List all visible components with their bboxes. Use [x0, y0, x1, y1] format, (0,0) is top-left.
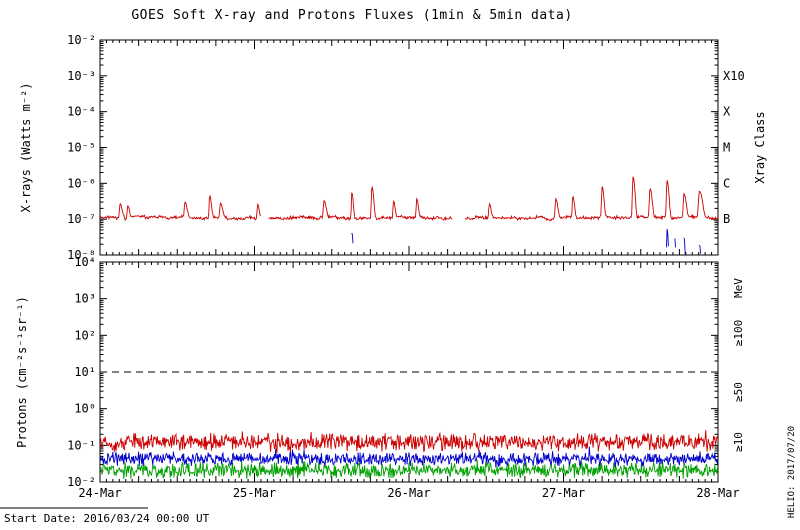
proton-y-axis-label: Protons (cm⁻²s⁻¹sr⁻¹): [15, 296, 29, 448]
y-tick-label: 10⁻⁷: [67, 212, 96, 226]
x-tick-label: 24-Mar: [78, 486, 121, 500]
panel-frame: [99, 39, 719, 256]
x-tick-label: 27-Mar: [542, 486, 585, 500]
proton-threshold-label: ≥50: [732, 382, 745, 402]
xray-class-axis-label: Xray Class: [753, 111, 767, 183]
xray-y-axis-label: X-rays (Watts m⁻²): [19, 82, 33, 212]
y-tick-label: 10⁻¹: [67, 438, 96, 452]
y-tick-label: 10⁴: [74, 255, 96, 269]
x-tick-label: 26-Mar: [387, 486, 430, 500]
x-tick-label: 28-Mar: [696, 486, 739, 500]
xray-panel: 10⁻² 10⁻³ 10⁻⁴ 10⁻⁵ 10⁻⁶ 10⁻⁷ 10⁻⁸ X-rays (Watt…: [19, 33, 767, 262]
proton-threshold-label: ≥100: [732, 320, 745, 347]
xray-short-series: [351, 228, 702, 255]
y-tick-label: 10⁻⁴: [67, 105, 96, 119]
y-tick-label: 10⁻⁸: [67, 248, 96, 262]
x-tick-label: 25-Mar: [233, 486, 276, 500]
proton-threshold-label: MeV: [732, 278, 745, 298]
chart-title: GOES Soft X-ray and Protons Fluxes (1min…: [131, 8, 573, 23]
xray-class-label: B: [723, 212, 730, 226]
start-date-label: Start Date: 2016/03/24 00:00 UT: [4, 512, 210, 525]
y-tick-label: 10⁻³: [67, 69, 96, 83]
protons-ge10-series: [100, 430, 718, 453]
y-tick-label: 10¹: [74, 365, 96, 379]
panel-frame: [99, 261, 719, 483]
y-tick-label: 10²: [74, 328, 96, 342]
xray-class-label: X: [723, 105, 731, 119]
y-tick-label: 10⁻²: [67, 33, 96, 47]
y-tick-label: 10⁻⁵: [67, 141, 96, 155]
xray-class-label: C: [723, 176, 730, 190]
protons-ge50-series: [100, 446, 718, 468]
proton-panel: 10⁴ 10³ 10² 10¹ 10⁰ 10⁻¹ 10⁻² Protons (cm⁻²s⁻¹s…: [15, 255, 745, 489]
y-tick-label: 10³: [74, 292, 96, 306]
y-tick-label: 10⁻⁶: [67, 176, 96, 190]
xray-long-series: [100, 176, 718, 222]
proton-threshold-label: ≥10: [732, 432, 745, 452]
xray-class-label: X10: [723, 69, 745, 83]
y-tick-label: 10⁻²: [67, 475, 96, 489]
xray-class-label: M: [723, 141, 730, 155]
credit-label: HELIO: 2017/07/20: [787, 425, 797, 519]
y-tick-label: 10⁰: [74, 402, 96, 416]
